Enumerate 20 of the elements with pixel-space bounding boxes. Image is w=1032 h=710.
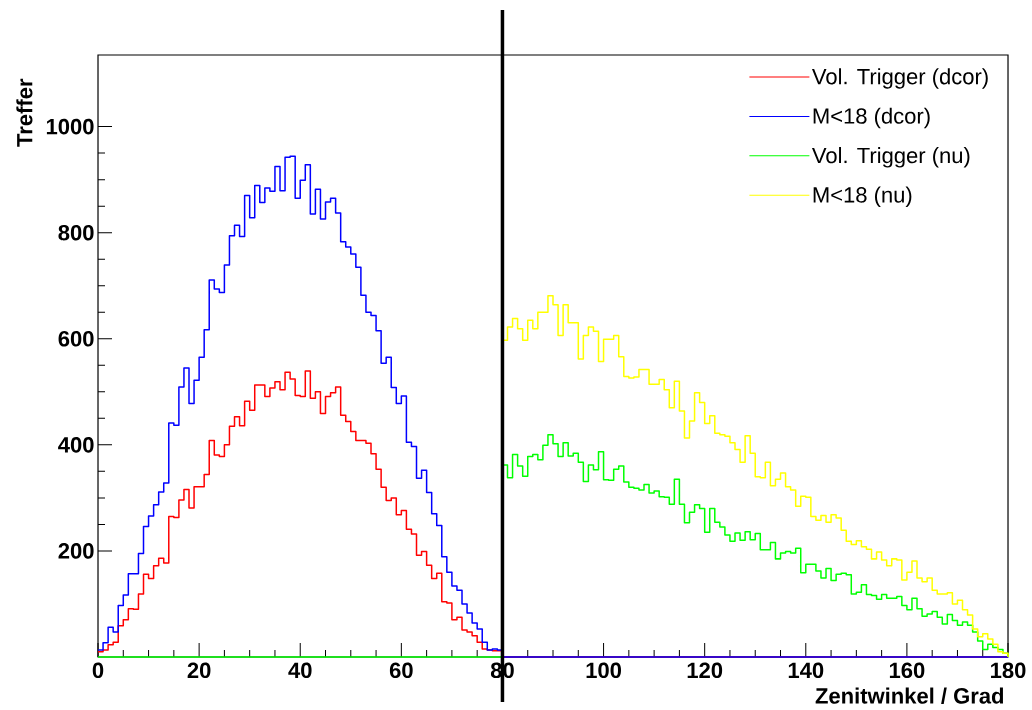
- x-tick-label: 40: [288, 662, 312, 679]
- legend-label: Vol. Trigger (dcor): [811, 68, 988, 89]
- x-tick-label: 180: [991, 662, 1026, 679]
- x-tick-label: 20: [187, 662, 211, 679]
- x-tick-label: 140: [788, 662, 824, 679]
- x-tick-label: 160: [889, 662, 925, 679]
- legend-label: M<18 (nu): [813, 186, 912, 208]
- x-axis-title: Zenitwinkel / Grad: [815, 687, 1004, 704]
- legend-label: M<18 (dcor): [813, 107, 930, 129]
- y-tick-label: 200: [58, 543, 94, 559]
- legend-label: Vol. Trigger (nu): [811, 147, 970, 168]
- x-tick-label: 120: [687, 662, 723, 679]
- y-tick-label: 1000: [46, 118, 94, 135]
- y-tick-label: 600: [58, 330, 94, 347]
- y-tick-label: 800: [58, 224, 94, 241]
- y-axis-title: Treffer: [16, 78, 33, 147]
- y-tick-label: 400: [58, 437, 94, 453]
- x-tick-label: 100: [586, 662, 622, 679]
- x-tick-label: 0: [92, 662, 104, 679]
- x-tick-label: 60: [389, 662, 413, 679]
